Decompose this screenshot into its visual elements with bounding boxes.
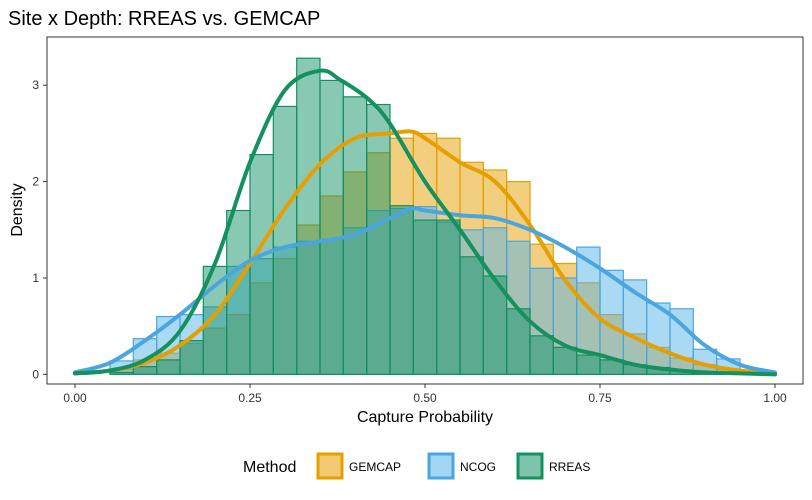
legend: Method GEMCAP NCOG RREAS bbox=[243, 452, 590, 480]
legend-label: GEMCAP bbox=[349, 460, 401, 474]
hist-bar-rreas bbox=[272, 105, 298, 376]
legend-key-ncog bbox=[427, 452, 455, 480]
density-layer bbox=[73, 68, 777, 377]
x-tick-label: 0.50 bbox=[413, 391, 437, 405]
y-tick-label: 1 bbox=[32, 271, 39, 285]
y-axis-title: Density bbox=[9, 183, 26, 236]
legend-label: RREAS bbox=[549, 460, 590, 474]
legend-item-ncog: NCOG bbox=[427, 452, 496, 480]
x-tick-label: 1.00 bbox=[763, 391, 787, 405]
density-line-rreas bbox=[73, 68, 777, 377]
density-line-gemcap bbox=[73, 129, 777, 376]
hist-bar-rreas bbox=[436, 219, 461, 375]
hist-bar-rreas bbox=[319, 79, 344, 376]
chart-title: Site x Depth: RREAS vs. GEMCAP bbox=[8, 8, 320, 30]
y-axis: 0 1 2 3 bbox=[32, 78, 47, 381]
x-tick-label: 0.25 bbox=[238, 391, 262, 405]
x-tick-label: 0.00 bbox=[63, 391, 87, 405]
hist-bar-rreas bbox=[412, 219, 438, 375]
plot-panel bbox=[46, 36, 804, 385]
hist-bar-rreas bbox=[389, 205, 414, 375]
hist-rreas bbox=[109, 57, 741, 376]
y-tick-label: 2 bbox=[32, 175, 39, 189]
hist-bar-rreas bbox=[529, 335, 554, 375]
legend-item-rreas: RREAS bbox=[516, 452, 590, 480]
y-tick-label: 3 bbox=[32, 78, 39, 92]
legend-items: GEMCAP NCOG RREAS bbox=[316, 452, 590, 480]
y-tick-label: 0 bbox=[32, 367, 39, 381]
hist-bar-rreas bbox=[552, 346, 578, 375]
x-axis: 0.00 0.25 0.50 0.75 1.00 bbox=[63, 384, 787, 405]
hist-bar-rreas bbox=[366, 103, 391, 375]
legend-item-gemcap: GEMCAP bbox=[316, 452, 401, 480]
hist-bar-rreas bbox=[576, 354, 601, 376]
hist-bar-rreas bbox=[249, 154, 274, 376]
hist-bar-rreas bbox=[459, 256, 484, 375]
x-axis-title: Capture Probability bbox=[357, 409, 493, 426]
hist-bar-rreas bbox=[109, 371, 134, 375]
hist-bar-rreas bbox=[296, 57, 321, 376]
hist-bar-rreas bbox=[156, 359, 181, 375]
hist-bar-rreas bbox=[132, 366, 158, 375]
legend-key-rreas bbox=[516, 452, 544, 480]
legend-label: NCOG bbox=[460, 460, 496, 474]
x-tick-label: 0.75 bbox=[588, 391, 612, 405]
legend-key-gemcap bbox=[316, 452, 344, 480]
hist-bar-rreas bbox=[179, 340, 204, 375]
legend-title: Method bbox=[243, 459, 296, 476]
